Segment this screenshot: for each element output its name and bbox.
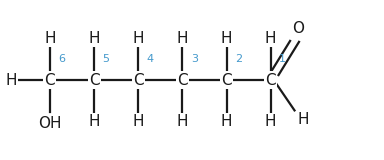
Text: 4: 4 [147, 54, 154, 64]
Text: H: H [221, 114, 232, 129]
Text: 6: 6 [58, 54, 65, 64]
Text: 5: 5 [103, 54, 109, 64]
Text: H: H [177, 114, 188, 129]
Text: H: H [44, 31, 56, 46]
Text: H: H [88, 31, 100, 46]
Text: C: C [89, 72, 99, 88]
Text: H: H [298, 112, 309, 128]
Text: H: H [265, 114, 276, 129]
Text: 3: 3 [191, 54, 198, 64]
Text: O: O [292, 21, 305, 36]
Text: C: C [265, 72, 276, 88]
Text: C: C [221, 72, 232, 88]
Text: 2: 2 [235, 54, 242, 64]
Text: H: H [177, 31, 188, 46]
Text: OH: OH [38, 116, 62, 131]
Text: H: H [6, 72, 17, 88]
Text: H: H [221, 31, 232, 46]
Text: C: C [133, 72, 144, 88]
Text: H: H [265, 31, 276, 46]
Text: C: C [45, 72, 55, 88]
Text: 1: 1 [279, 54, 286, 64]
Text: H: H [132, 31, 144, 46]
Text: H: H [132, 114, 144, 129]
Text: H: H [88, 114, 100, 129]
Text: C: C [177, 72, 188, 88]
